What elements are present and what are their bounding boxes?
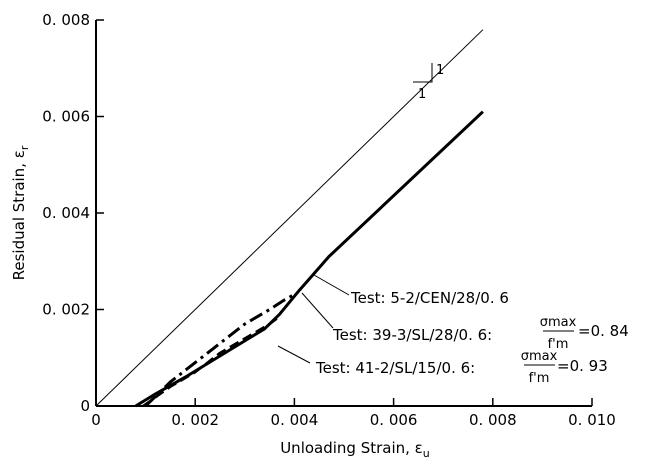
leader-test3 [277,345,311,364]
y-axis-title-sub: r [18,145,31,150]
slope-rise-label: 1 [436,63,444,78]
annotation-test-5-2: Test: 5-2/CEN/28/0. 6 [350,289,509,307]
x-axis-title-sub: u [423,447,430,460]
ratio-084: =0. 84 [578,322,629,340]
x-tick-label: 0. 008 [469,411,517,429]
leader-test1 [313,274,350,296]
series-line-0 [95,29,484,407]
x-tick-label: 0. 010 [568,411,616,429]
frac-num-2: σmax [521,349,558,364]
y-tick-label: 0. 004 [42,204,90,222]
x-tick-label: 0. 006 [370,411,418,429]
x-tick-label: 0 [91,411,101,429]
annotation-test-39-3: Test: 39-3/SL/28/0. 6: [332,326,492,344]
annotation-test-41-2: Test: 41-2/SL/15/0. 6: [315,359,475,377]
x-tick-label: 0. 002 [171,411,219,429]
data-series [95,29,484,408]
x-tick-label: 0. 004 [271,411,319,429]
frac-den-2: f'm [529,371,550,386]
leader-test2 [301,292,334,329]
y-axis-title: Residual Strain, εr [10,145,31,280]
y-tick-label: 0. 008 [42,11,90,29]
y-tick-label: 0. 002 [42,301,90,319]
ratio-093: =0. 93 [557,357,608,375]
axis-ticks: 0 0. 002 0. 004 0. 006 0. 008 0. 010 0 0. 002 0.… [42,11,616,429]
series-line-2 [144,291,298,408]
x-axis-title: Unloading Strain, εu [280,439,430,460]
slope-run-label: 1 [418,87,426,102]
series-line-3 [142,315,281,408]
y-tick-label: 0 [80,397,90,415]
slope-triangle [413,63,433,83]
frac-den-1: f'm [548,337,569,352]
frac-num-1: σmax [540,315,577,330]
y-tick-label: 0. 006 [42,108,90,126]
series-line-1 [134,110,484,408]
